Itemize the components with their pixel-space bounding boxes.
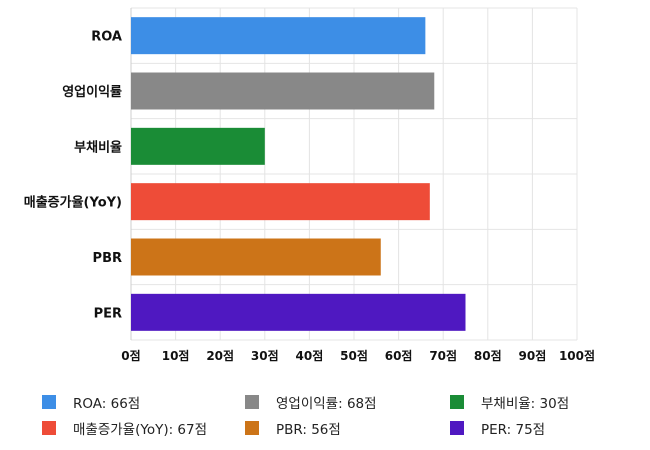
- x-tick-label: 80점: [474, 348, 502, 363]
- category-label: PBR: [93, 251, 122, 266]
- legend-item-pbr: PBR: 56점: [245, 418, 341, 438]
- legend-swatch: [245, 395, 259, 409]
- legend-label: 영업이익률: 68점: [276, 396, 377, 412]
- legend-label: PER: 75점: [481, 422, 546, 438]
- category-label: 영업이익률: [62, 84, 122, 100]
- x-tick-label: 10점: [162, 348, 190, 363]
- bar: [131, 17, 426, 55]
- grid-lines: [130, 7, 578, 341]
- x-tick-label: 40점: [296, 348, 324, 363]
- legend-item-roa: ROA: 66점: [42, 392, 140, 412]
- category-label: 매출증가율(YoY): [24, 195, 122, 211]
- legend-item-debt-ratio: 부채비율: 30점: [450, 392, 569, 412]
- bar: [131, 183, 430, 221]
- x-tick-label: 60점: [385, 348, 413, 363]
- legend-swatch: [42, 395, 56, 409]
- x-tick-label: 50점: [340, 348, 368, 363]
- x-tick-label: 0점: [121, 348, 140, 363]
- bar: [131, 293, 466, 331]
- legend-label: 매출증가율(YoY): 67점: [73, 422, 208, 438]
- category-label: PER: [94, 306, 122, 321]
- legend-swatch: [42, 421, 56, 435]
- x-tick-label: 30점: [251, 348, 279, 363]
- category-label: 부채비율: [74, 139, 122, 155]
- bar: [131, 72, 435, 110]
- legend-label: PBR: 56점: [276, 422, 341, 438]
- legend-label: ROA: 66점: [73, 396, 141, 412]
- x-tick-label: 20점: [206, 348, 234, 363]
- bar: [131, 127, 265, 165]
- x-tick-label: 90점: [519, 348, 547, 363]
- legend-item-operating-margin: 영업이익률: 68점: [245, 392, 377, 412]
- legend-item-sales-growth: 매출증가율(YoY): 67점: [42, 418, 207, 438]
- x-tick-label: 70점: [429, 348, 457, 363]
- legend-swatch: [450, 395, 464, 409]
- x-tick-label: 100점: [559, 348, 595, 363]
- bars: [131, 17, 466, 331]
- legend-swatch: [450, 421, 464, 435]
- x-tick-labels: 0점 10점 20점 30점 40점 50점 60점 70점 80점 90점 100점: [121, 348, 595, 363]
- legend-swatch: [245, 421, 259, 435]
- legend-item-per: PER: 75점: [450, 418, 545, 438]
- legend-label: 부채비율: 30점: [481, 396, 570, 412]
- category-label: ROA: [91, 30, 122, 45]
- bar: [131, 238, 381, 276]
